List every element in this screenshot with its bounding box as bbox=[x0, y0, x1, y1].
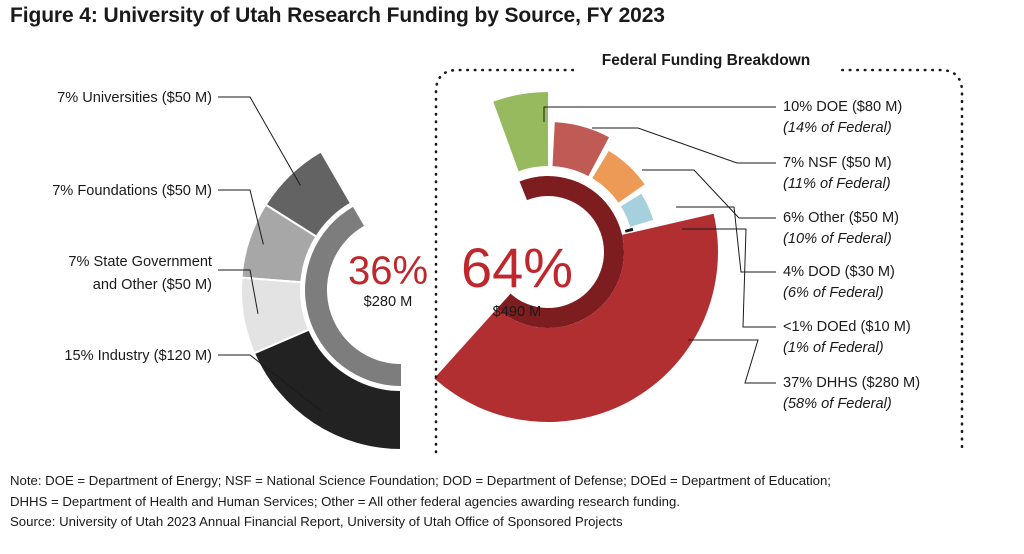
sublabel-10-doe-80-m: (14% of Federal) bbox=[783, 120, 892, 136]
leader-6-other-50-m bbox=[642, 169, 776, 219]
leader-37-dhhs-280-m bbox=[688, 339, 776, 384]
label-37-dhhs-280-m: 37% DHHS ($280 M) bbox=[783, 375, 920, 391]
label-and-other-50-m: and Other ($50 M) bbox=[93, 277, 212, 293]
sublabel-4-dod-30-m: (6% of Federal) bbox=[783, 285, 884, 301]
slice-6-other-50-m bbox=[592, 150, 645, 203]
sublabel-1-doed-10-m: (1% of Federal) bbox=[783, 340, 884, 356]
label-10-doe-80-m: 10% DOE ($80 M) bbox=[783, 99, 902, 115]
leader-7-nsf-50-m bbox=[592, 127, 776, 164]
label-leader-lines bbox=[218, 96, 776, 412]
federal-half-donut bbox=[434, 92, 718, 422]
slice-37-dhhs-280-m bbox=[434, 213, 718, 422]
slice-10-doe-80-m bbox=[493, 92, 548, 172]
label-1-doed-10-m: <1% DOEd ($10 M) bbox=[783, 319, 911, 335]
nonfed-center-pct: 36% bbox=[348, 249, 428, 293]
note-line-2: DHHS = Department of Health and Human Se… bbox=[10, 493, 680, 509]
note-line-1: Note: DOE = Department of Energy; NSF = … bbox=[10, 473, 831, 488]
nonfed-inner-ring bbox=[304, 206, 401, 386]
leader-7-foundations-50-m bbox=[218, 189, 264, 245]
label-7-nsf-50-m: 7% NSF ($50 M) bbox=[783, 155, 892, 171]
slice-1-doed-10-m bbox=[624, 227, 634, 233]
notes: Note: DOE = Department of Energy; NSF = … bbox=[10, 471, 831, 533]
leader-1-doed-10-m bbox=[682, 228, 776, 328]
fed-center-pct: 64% bbox=[461, 236, 573, 299]
fed-center-amount: $490 M bbox=[493, 304, 542, 320]
slice-4-dod-30-m bbox=[620, 193, 654, 227]
leader-4-dod-30-m bbox=[676, 206, 776, 273]
label-7-state-government: 7% State Government bbox=[68, 254, 212, 270]
nonfed-center-amount: $280 M bbox=[364, 294, 413, 310]
slice-labels: 7% Universities ($50 M) 7% Foundations ($… bbox=[52, 90, 920, 412]
sublabel-37-dhhs-280-m: (58% of Federal) bbox=[783, 396, 892, 412]
label-7-foundations-50-m: 7% Foundations ($50 M) bbox=[52, 183, 212, 199]
label-4-dod-30-m: 4% DOD ($30 M) bbox=[783, 264, 895, 280]
leader-7-universities-50-m bbox=[218, 96, 301, 186]
non-federal-half-donut bbox=[240, 150, 402, 452]
label-15-industry-120-m: 15% Industry ($120 M) bbox=[64, 348, 212, 364]
label-7-universities-50-m: 7% Universities ($50 M) bbox=[57, 90, 212, 106]
note-line-3: Source: University of Utah 2023 Annual F… bbox=[10, 514, 623, 529]
figure-title: Figure 4: University of Utah Research Fu… bbox=[10, 4, 665, 27]
leader-7-state-government bbox=[218, 269, 259, 314]
sublabel-6-other-50-m: (10% of Federal) bbox=[783, 231, 892, 247]
slice-15-industry-120-m bbox=[252, 328, 402, 452]
label-6-other-50-m: 6% Other ($50 M) bbox=[783, 210, 899, 226]
slice-7-nsf-50-m bbox=[552, 122, 610, 177]
federal-heading: Federal Funding Breakdown bbox=[602, 52, 810, 69]
funding-chart: 7% Universities ($50 M) 7% Foundations ($… bbox=[52, 50, 964, 454]
sublabel-7-nsf-50-m: (11% of Federal) bbox=[783, 176, 891, 192]
leader-10-doe-80-m bbox=[543, 106, 776, 122]
fed-inner-ring bbox=[497, 175, 624, 328]
leader-15-industry-120-m bbox=[218, 354, 322, 412]
